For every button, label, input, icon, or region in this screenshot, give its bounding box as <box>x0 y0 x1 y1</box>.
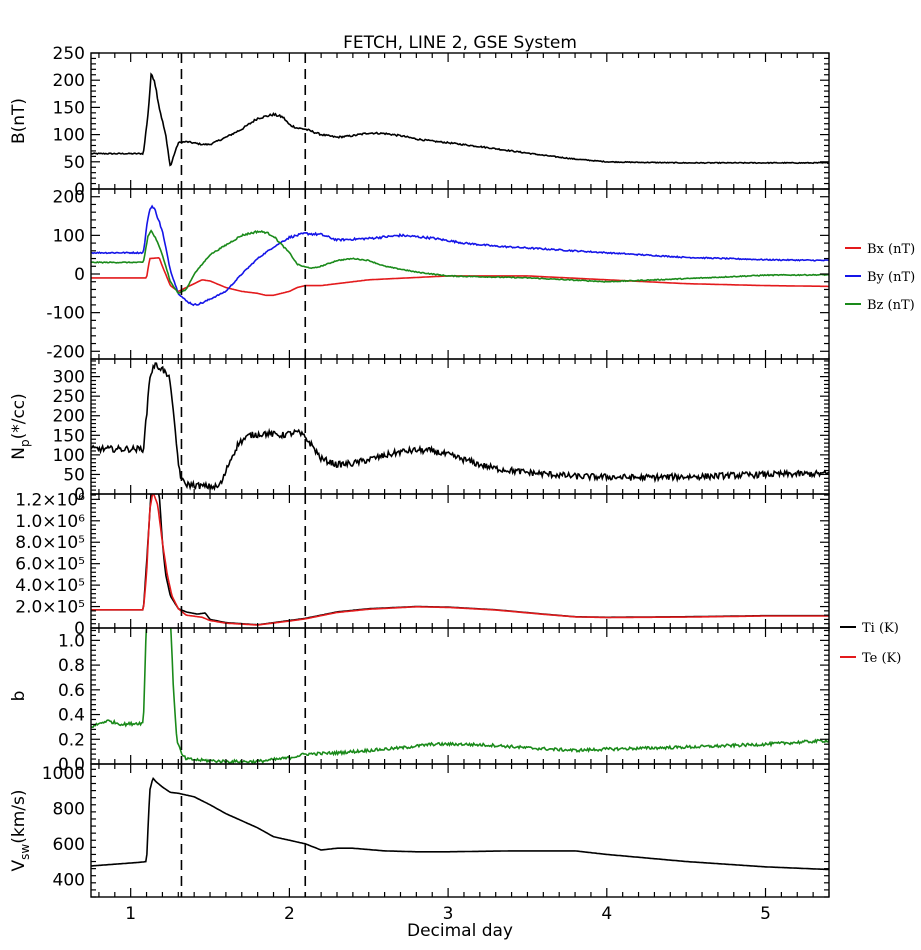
y-tick-label-Bvec: 0 <box>74 265 85 285</box>
y-tick-label-T: 6.0×10⁵ <box>15 555 85 575</box>
y-tick-label-Np: 300 <box>53 368 85 388</box>
x-tick-label: 3 <box>443 904 454 924</box>
series-Np-0 <box>91 362 829 492</box>
legend-label-Bvec-2: Bz (nT) <box>867 298 915 313</box>
y-tick-label-Np: 150 <box>53 426 85 446</box>
y-tick-label-B: 0 <box>74 180 85 200</box>
y-tick-label-Vsw: 800 <box>53 799 85 819</box>
y-tick-label-b: 0.0 <box>58 755 85 775</box>
y-tick-label-b: 0.8 <box>58 656 85 676</box>
y-tick-label-Vsw: 600 <box>53 835 85 855</box>
x-axis-label: Decimal day <box>407 921 513 941</box>
y-tick-label-T: 4.0×10⁵ <box>15 576 85 596</box>
x-tick-label: 2 <box>284 904 295 924</box>
y-tick-label-b: 0.2 <box>58 730 85 750</box>
y-tick-label-Vsw: 400 <box>53 870 85 890</box>
series-B-0 <box>91 72 829 167</box>
y-tick-label-Vsw: 1000 <box>42 764 85 784</box>
y-tick-label-Np: 50 <box>63 465 85 485</box>
series-b-0 <box>91 628 829 764</box>
series-T-0 <box>91 494 829 626</box>
x-tick-label: 5 <box>760 904 771 924</box>
y-tick-label-Np: 250 <box>53 387 85 407</box>
legend-label-Bvec-1: By (nT) <box>867 270 915 285</box>
y-tick-label-B: 150 <box>53 98 85 118</box>
panel-Vsw: 400 600 800 1000 Vsw(km/s) <box>9 763 830 898</box>
panel-frame-Vsw <box>90 763 830 898</box>
legend-label-T-1: Te (K) <box>862 651 901 666</box>
chart-title: FETCH, LINE 2, GSE System <box>343 33 577 53</box>
panel-T: 02.0×10⁵4.0×10⁵6.0×10⁵8.0×10⁵1.0×10⁶1.2×… <box>15 490 901 666</box>
y-tick-label-T: 2.0×10⁵ <box>15 598 85 618</box>
y-tick-label-b: 1.0 <box>58 631 85 651</box>
y-tick-label-Np: 100 <box>53 446 85 466</box>
panel-frame-Bvec <box>90 188 830 360</box>
y-tick-label-B: 200 <box>53 71 85 91</box>
y-tick-label-b: 0.6 <box>58 681 85 701</box>
panel-frame-B <box>90 52 830 190</box>
panel-frame-Np <box>90 358 830 495</box>
y-tick-label-b: 0.4 <box>58 706 85 726</box>
y-tick-label-B: 100 <box>53 126 85 146</box>
y-tick-label-T: 8.0×10⁵ <box>15 533 85 553</box>
y-tick-label-B: 50 <box>63 153 85 173</box>
y-tick-label-Bvec: -100 <box>46 304 85 324</box>
series-T-1 <box>91 494 829 626</box>
series-Bvec-2 <box>91 229 829 295</box>
panel-B: 0 50 100 150 200 250 B(nT) <box>9 44 830 200</box>
y-axis-label-B: B(nT) <box>9 98 29 144</box>
series-Vsw-0 <box>91 777 829 871</box>
y-tick-label-Bvec: -200 <box>46 342 85 362</box>
y-axis-label-b: b <box>9 691 29 702</box>
y-tick-label-Bvec: 100 <box>53 226 85 246</box>
x-tick-label: 1 <box>125 904 136 924</box>
y-tick-label-Bvec: 200 <box>53 188 85 208</box>
x-tick-label: 4 <box>601 904 612 924</box>
y-tick-label-T: 1.2×10⁶ <box>15 490 85 510</box>
y-tick-label-T: 1.0×10⁶ <box>15 512 85 532</box>
legend-label-T-0: Ti (K) <box>862 621 899 636</box>
y-tick-label-Np: 0 <box>74 485 85 505</box>
y-axis-label-Vsw: Vsw(km/s) <box>9 790 32 872</box>
y-tick-label-B: 250 <box>53 44 85 64</box>
panel-Bvec: -200 -100 0 100 200 Bx (nT) By (nT) Bz (nT) <box>46 188 915 363</box>
series-Bvec-1 <box>91 204 829 307</box>
y-axis-label-Np: Np(*/cc) <box>9 393 32 460</box>
panel-b: 0.0 0.2 0.4 0.6 0.8 1.0 b <box>9 627 830 775</box>
legend-label-Bvec-0: Bx (nT) <box>867 242 915 257</box>
y-tick-label-T: 0 <box>74 619 85 639</box>
y-tick-label-Np: 200 <box>53 407 85 427</box>
